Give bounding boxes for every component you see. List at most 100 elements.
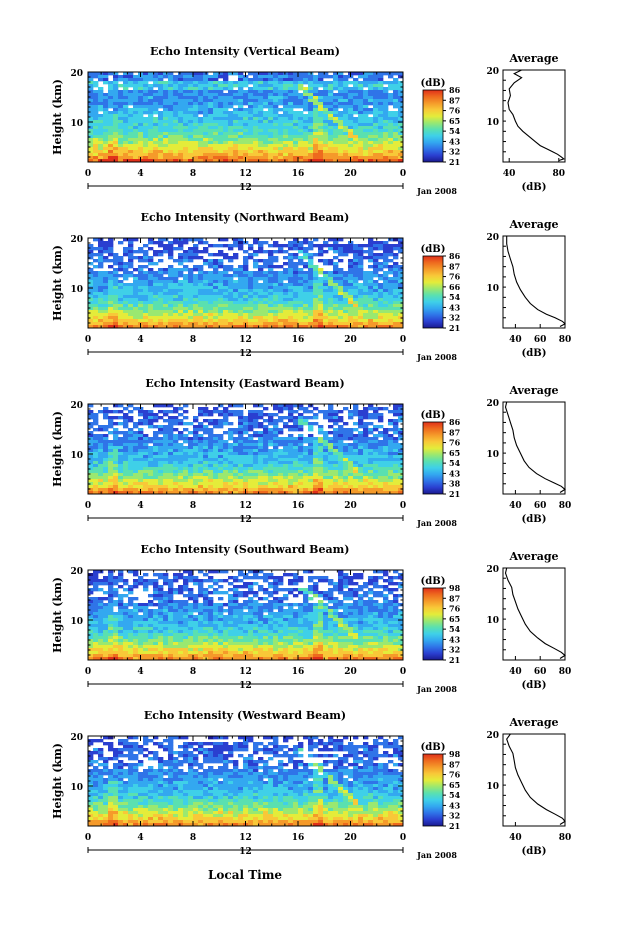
heatmap-cell (353, 473, 359, 477)
heatmap-cell (203, 413, 209, 417)
heatmap-cell (378, 123, 384, 127)
heatmap-cell (208, 304, 214, 308)
heatmap-cell (308, 452, 314, 456)
heatmap-cell (363, 123, 369, 127)
heatmap-cell (378, 105, 384, 109)
heatmap-cell (148, 304, 154, 308)
colorbar-unit: (dB) (421, 244, 446, 255)
heatmap-cell (263, 123, 269, 127)
heatmap-cell (283, 464, 289, 468)
heatmap-cell (93, 443, 99, 447)
heatmap-cell (238, 419, 244, 423)
heatmap-cell (288, 413, 294, 417)
heatmap-cell (298, 123, 304, 127)
heatmap-cell (148, 280, 154, 284)
heatmap-cell (108, 289, 114, 293)
heatmap-cell (118, 455, 124, 459)
heatmap-cell (153, 156, 159, 160)
heatmap-cell (368, 319, 374, 323)
heatmap-cell (138, 123, 144, 127)
heatmap-cell (318, 319, 324, 323)
heatmap-cell (273, 159, 279, 163)
heatmap-cell (168, 410, 174, 414)
heatmap-cell (173, 440, 179, 444)
heatmap-cell (133, 313, 139, 317)
heatmap-cell (273, 307, 279, 311)
heatmap-cell (233, 467, 239, 471)
heatmap-cell (198, 461, 204, 465)
heatmap-cell (298, 81, 304, 85)
heatmap-cell (283, 108, 289, 112)
heatmap-cell (288, 123, 294, 127)
heatmap-cell (363, 96, 369, 100)
heatmap-cell (188, 274, 194, 278)
heatmap-cell (378, 413, 384, 417)
heatmap-cell (268, 262, 274, 266)
heatmap-cell (308, 78, 314, 82)
heatmap-cell (268, 96, 274, 100)
heatmap-cell (153, 295, 159, 299)
heatmap-cell (138, 283, 144, 287)
heatmap-cell (363, 416, 369, 420)
heatmap-cell (288, 470, 294, 474)
heatmap-cell (108, 156, 114, 160)
heatmap-cell (103, 461, 109, 465)
heatmap-cell (103, 247, 109, 251)
heatmap-cell (278, 298, 284, 302)
heatmap-cell (373, 304, 379, 308)
heatmap-cell (363, 428, 369, 432)
heatmap-cell (118, 292, 124, 296)
heatmap-cell (253, 301, 259, 305)
heatmap-cell (293, 280, 299, 284)
heatmap-cell (148, 301, 154, 305)
heatmap-cell (243, 271, 249, 275)
heatmap-cell (268, 283, 274, 287)
heatmap-cell (203, 428, 209, 432)
heatmap-cell (313, 90, 319, 94)
heatmap-cell (318, 295, 324, 299)
heatmap-cell (143, 75, 149, 79)
heatmap-cell (283, 126, 289, 130)
x-tick-label: 4 (137, 335, 143, 345)
heatmap-cell (178, 256, 184, 260)
heatmap-cell (243, 464, 249, 468)
heatmap-cell (123, 159, 129, 163)
heatmap-cell (248, 452, 254, 456)
heatmap-cell (158, 449, 164, 453)
heatmap-cell (303, 440, 309, 444)
heatmap-cell (278, 75, 284, 79)
heatmap-cell (348, 111, 354, 115)
heatmap-cell (218, 446, 224, 450)
heatmap-cell (128, 256, 134, 260)
heatmap-cell (178, 96, 184, 100)
heatmap-cell (323, 120, 329, 124)
heatmap-cell (353, 446, 359, 450)
heatmap-cell (328, 114, 334, 118)
heatmap-cell (313, 147, 319, 151)
heatmap-cell (303, 289, 309, 293)
heatmap-cell (113, 120, 119, 124)
heatmap-cell (148, 470, 154, 474)
heatmap-cell (318, 244, 324, 248)
heatmap-cell (98, 464, 104, 468)
heatmap-cell (253, 476, 259, 480)
heatmap-cell (198, 316, 204, 320)
heatmap-cell (298, 446, 304, 450)
heatmap-cell (283, 105, 289, 109)
heatmap-cell (318, 286, 324, 290)
heatmap-cell (398, 304, 404, 308)
heatmap-cell (338, 138, 344, 142)
heatmap-cell (348, 126, 354, 130)
heatmap-cell (113, 434, 119, 438)
heatmap-cell (163, 120, 169, 124)
heatmap-cell (248, 283, 254, 287)
heatmap-cell (358, 156, 364, 160)
heatmap-cell (163, 123, 169, 127)
heatmap-cell (388, 458, 394, 462)
heatmap-cell (283, 75, 289, 79)
heatmap-cell (233, 156, 239, 160)
heatmap-cell (158, 310, 164, 314)
heatmap-cell (293, 464, 299, 468)
heatmap-cell (253, 304, 259, 308)
heatmap-cell (218, 458, 224, 462)
